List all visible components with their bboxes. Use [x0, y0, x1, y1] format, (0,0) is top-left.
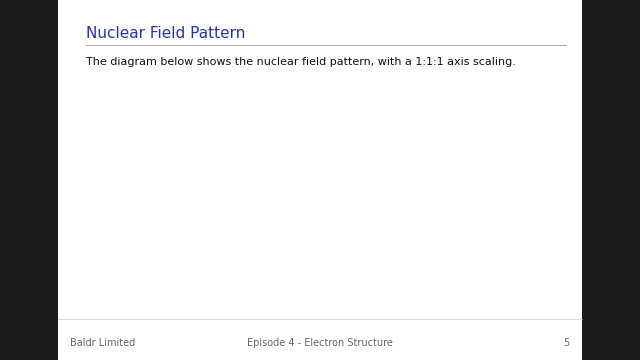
Text: Episode 4 - Electron Structure: Episode 4 - Electron Structure [247, 338, 393, 348]
Text: The diagram below shows the nuclear field pattern, with a 1:1:1 axis scaling.: The diagram below shows the nuclear fiel… [86, 57, 516, 67]
Text: Baldr Limited: Baldr Limited [70, 338, 136, 348]
Text: 5: 5 [563, 338, 570, 348]
Text: Nuclear Field Pattern: Nuclear Field Pattern [86, 26, 246, 41]
